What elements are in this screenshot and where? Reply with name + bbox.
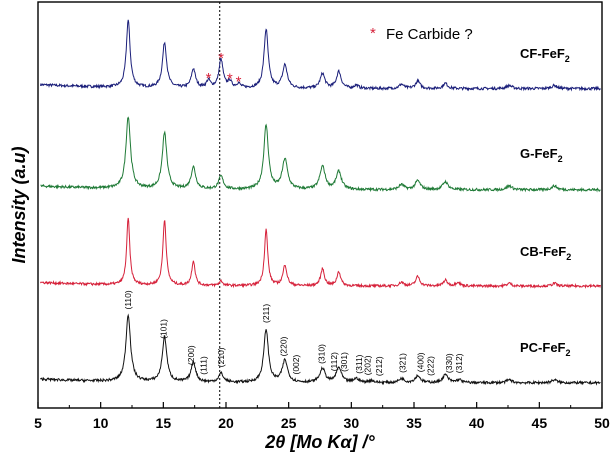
impurity-star-marker: * [218,50,224,67]
reflection-label: (400) [415,352,425,372]
impurity-markers: *** * [206,50,242,91]
legend-star-marker: * [370,25,376,42]
series-label: G-FeF2 [520,146,563,164]
reflection-labels: (110) (101) (200)(111) (210) (211) (220)(002)… [123,290,464,376]
x-tick-label: 45 [532,415,548,431]
x-tick-label: 30 [344,415,360,431]
reflection-label: (321) [398,353,408,373]
series-group: CF-FeF2 G-FeF2 CB-FeF2 PC-FeF2 [40,19,601,386]
reflection-label: (211) [261,304,271,323]
x-tick-label: 10 [93,415,109,431]
reflection-label: (112) [329,352,339,371]
reflection-label: (200) [186,345,196,365]
reflection-label: (202) [363,355,373,375]
x-axis: 5 10 15 20 25 30 35 40 45 50 [34,402,610,431]
x-axis-title: 2θ [Mo Kα] /° [264,432,375,452]
impurity-star-marker: * [206,70,212,87]
reflection-label: (311) [354,354,364,373]
legend-annotation: * Fe Carbide ? [370,25,473,43]
reflection-label: (312) [454,353,464,373]
reflection-label: (222) [425,356,435,376]
reflection-label: (210) [216,347,226,367]
series-line-cf-fef [40,19,601,92]
reflection-label: (330) [444,353,454,373]
series-line-g-fef [40,116,601,193]
legend-label: Fe Carbide ? [386,26,473,43]
reflection-label: (111) [198,356,208,375]
series-label: CF-FeF2 [520,46,570,64]
reflection-label: (002) [291,354,301,374]
reflection-label: (310) [316,344,326,364]
x-tick-label: 50 [594,415,610,431]
x-tick-label: 15 [156,415,172,431]
series-line-cb-fef [40,217,601,289]
y-axis-title: Intensity (a.u) [9,146,29,263]
x-tick-label: 20 [218,415,234,431]
series-line-pc-fef [40,313,601,386]
series-label: CB-FeF2 [520,244,571,262]
x-tick-label: 35 [406,415,422,431]
x-tick-label: 5 [34,415,42,431]
reflection-label: (301) [339,352,349,372]
series-label: PC-FeF2 [520,340,571,358]
reflection-label: (212) [374,356,384,376]
impurity-star-marker: * [227,70,233,87]
x-tick-label: 40 [469,415,485,431]
x-tick-label: 25 [281,415,297,431]
reflection-label: (220) [279,336,289,356]
reflection-label: (101) [158,319,168,339]
impurity-star-marker: * [236,74,242,91]
reflection-label: (110) [123,290,133,309]
